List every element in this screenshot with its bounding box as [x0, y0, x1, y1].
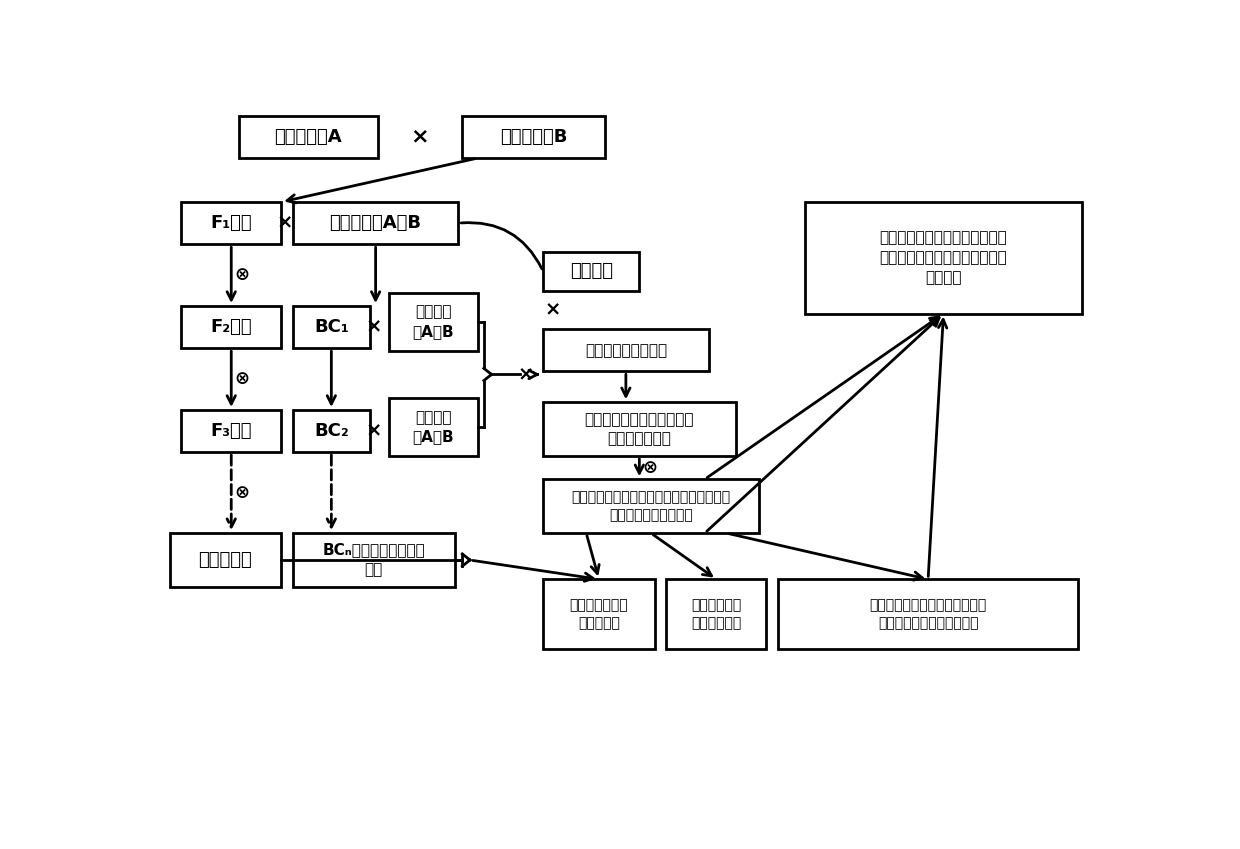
- Text: F₂植株: F₂植株: [211, 318, 252, 336]
- Text: ⊗: ⊗: [234, 370, 249, 388]
- Text: 全可育：测交父
本为恢复系: 全可育：测交父 本为恢复系: [569, 598, 629, 630]
- Text: ×: ×: [366, 318, 382, 336]
- Bar: [463, 115, 605, 158]
- Text: ×: ×: [544, 301, 560, 319]
- Text: BC₂: BC₂: [314, 422, 348, 440]
- Bar: [389, 293, 477, 351]
- Bar: [543, 402, 735, 456]
- Bar: [543, 479, 759, 533]
- Text: 人工授粉: 人工授粉: [569, 262, 613, 280]
- Text: BC₁: BC₁: [314, 318, 348, 336]
- Text: ×: ×: [410, 127, 429, 147]
- Text: 油菜双单倍体诱导系: 油菜双单倍体诱导系: [585, 343, 667, 357]
- Bar: [293, 202, 459, 245]
- Text: 非稳定品系: 非稳定品系: [198, 551, 253, 569]
- Text: 甘蓝型油
菜A或B: 甘蓝型油 菜A或B: [413, 304, 454, 339]
- Text: ⊗: ⊗: [642, 458, 657, 476]
- Text: 甘蓝型油
菜A或B: 甘蓝型油 菜A或B: [413, 410, 454, 445]
- Text: BCₙ回交多代，非稳定
品系: BCₙ回交多代，非稳定 品系: [322, 543, 425, 577]
- Bar: [543, 579, 655, 649]
- Text: ×: ×: [277, 214, 294, 233]
- Text: 甘蓝型油菜B: 甘蓝型油菜B: [500, 128, 567, 146]
- Bar: [239, 115, 377, 158]
- Text: 全不育：测交
父本为保持系: 全不育：测交 父本为保持系: [691, 598, 742, 630]
- Bar: [293, 410, 370, 453]
- Bar: [777, 579, 1079, 649]
- Bar: [543, 329, 708, 371]
- Bar: [389, 398, 477, 456]
- Bar: [805, 202, 1083, 313]
- Text: 稳定株系的产量、品质、抗性、
丰产性测试通过后认定或审定为
常规品种: 稳定株系的产量、品质、抗性、 丰产性测试通过后认定或审定为 常规品种: [879, 231, 1007, 285]
- Text: F₃植株: F₃植株: [211, 422, 252, 440]
- Text: 诱导后代单株，选择育性正
常、四倍体单株: 诱导后代单株，选择育性正 常、四倍体单株: [584, 412, 694, 447]
- Bar: [293, 306, 370, 348]
- Bar: [293, 533, 455, 587]
- Text: 甘蓝型油菜A或B: 甘蓝型油菜A或B: [330, 214, 422, 232]
- Text: 半不育：测交父本为不保不保，
淘汰或进行新一轮杂交选育: 半不育：测交父本为不保不保， 淘汰或进行新一轮杂交选育: [869, 598, 987, 630]
- Text: ⊗: ⊗: [234, 266, 249, 284]
- Bar: [170, 533, 281, 587]
- Bar: [666, 579, 766, 649]
- Text: ⊗: ⊗: [234, 484, 249, 502]
- Text: F₁植株: F₁植株: [211, 214, 252, 232]
- Bar: [181, 410, 281, 453]
- Text: ×: ×: [518, 365, 534, 384]
- Bar: [181, 202, 281, 245]
- Bar: [181, 306, 281, 348]
- Text: ×: ×: [366, 422, 382, 441]
- Bar: [543, 252, 640, 290]
- Text: 诱导后代单株株系，一致性、稳定性鉴定，
稳定系并与不育系测交: 诱导后代单株株系，一致性、稳定性鉴定， 稳定系并与不育系测交: [572, 490, 730, 522]
- Text: 甘蓝型油菜A: 甘蓝型油菜A: [274, 128, 342, 146]
